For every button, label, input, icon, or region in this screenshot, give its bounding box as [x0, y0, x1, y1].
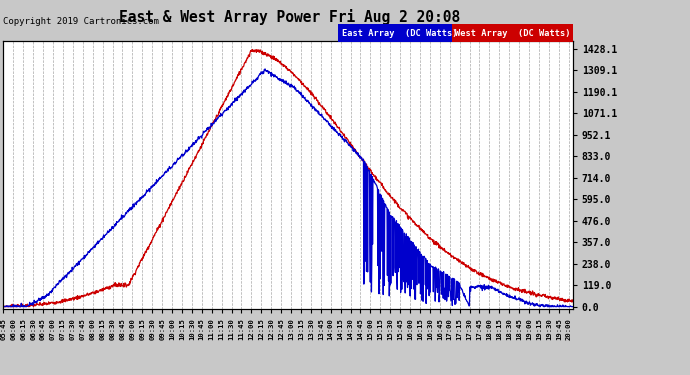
Text: East Array  (DC Watts): East Array (DC Watts) — [342, 28, 457, 38]
Text: East & West Array Power Fri Aug 2 20:08: East & West Array Power Fri Aug 2 20:08 — [119, 9, 460, 26]
Text: Copyright 2019 Cartronics.com: Copyright 2019 Cartronics.com — [3, 17, 159, 26]
Text: West Array  (DC Watts): West Array (DC Watts) — [455, 28, 571, 38]
